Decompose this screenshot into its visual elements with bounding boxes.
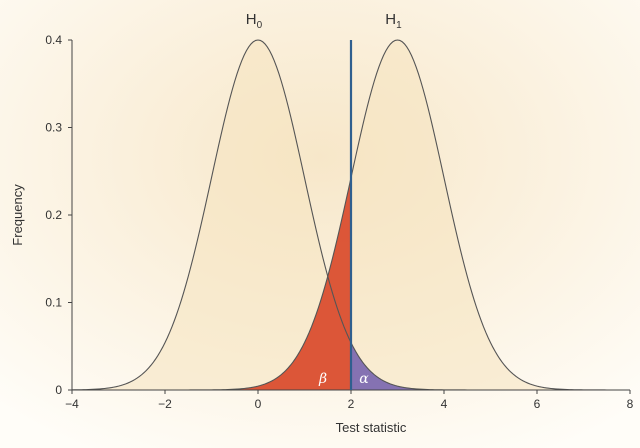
- y-tick-label: 0.3: [45, 121, 62, 135]
- curve-fill-h0: [72, 40, 630, 390]
- y-tick-label: 0.4: [45, 33, 62, 47]
- x-tick-label: 0: [255, 397, 262, 411]
- hypothesis-label-h0: H0: [246, 11, 263, 31]
- x-tick-label: −4: [65, 397, 79, 411]
- y-tick-label: 0: [55, 383, 62, 397]
- x-tick-label: 2: [348, 397, 355, 411]
- x-tick-label: −2: [158, 397, 172, 411]
- x-axis-label: Test statistic: [336, 420, 407, 435]
- x-tick-label: 6: [534, 397, 541, 411]
- alpha-label: α: [359, 371, 369, 387]
- beta-label: β: [318, 371, 327, 387]
- x-tick-label: 4: [441, 397, 448, 411]
- region-alpha: [351, 342, 630, 390]
- x-tick-label: 8: [627, 397, 634, 411]
- hypothesis-label-h1: H1: [385, 11, 402, 31]
- y-tick-label: 0.2: [45, 208, 62, 222]
- region-beta: [72, 177, 351, 390]
- y-tick-label: 0.1: [45, 296, 62, 310]
- y-axis-label: Frequency: [10, 184, 25, 246]
